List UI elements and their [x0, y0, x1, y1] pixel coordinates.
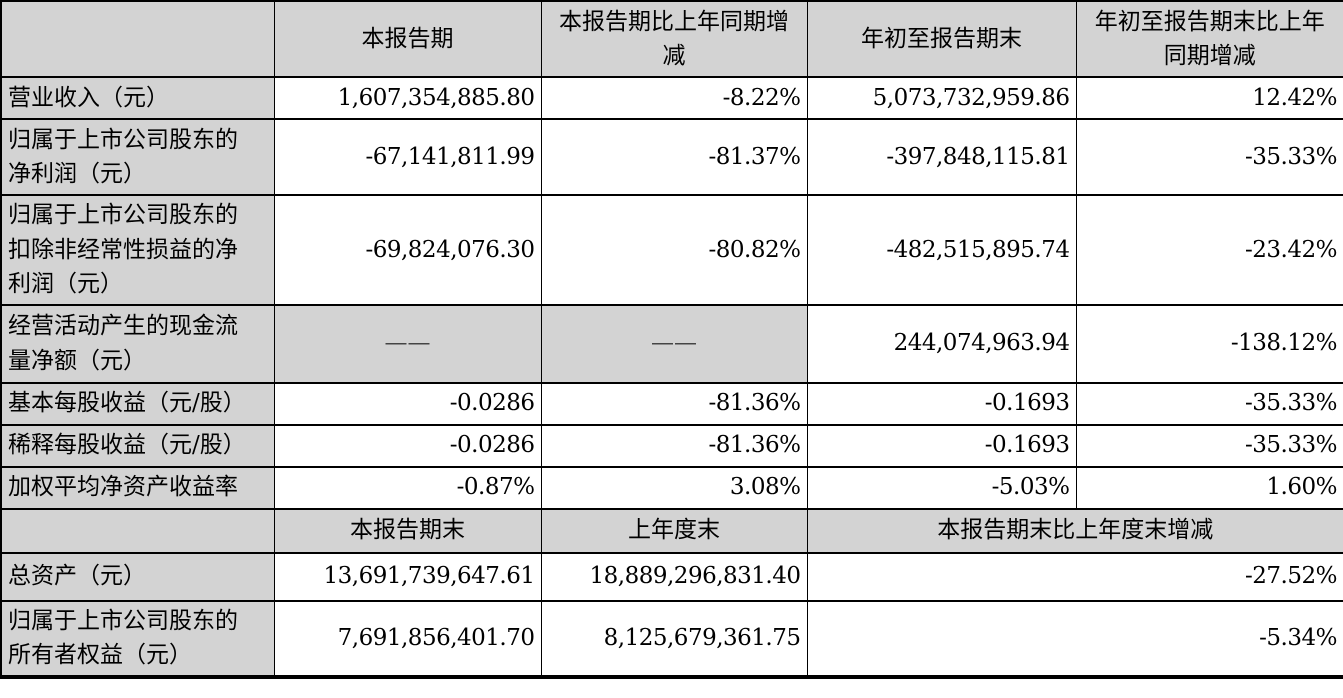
row-label: 加权平均净资产收益率: [0, 465, 275, 510]
cell-value: 1,607,354,885.80: [273, 76, 542, 120]
cell-dash: ——: [540, 303, 808, 384]
cell-value: -0.1693: [806, 381, 1077, 426]
table-row-diluted-eps: 稀释每股收益（元/股） -0.0286 -81.36% -0.1693 -35.…: [0, 423, 1343, 468]
cell-value: 18,889,296,831.40: [540, 551, 808, 602]
cell-value: 8,125,679,361.75: [540, 599, 808, 678]
row-label: 稀释每股收益（元/股）: [0, 423, 275, 468]
cell-value: 12.42%: [1075, 76, 1343, 120]
cell-value: -138.12%: [1075, 303, 1343, 384]
cell-value: -0.0286: [273, 381, 542, 426]
cell-value: -397,848,115.81: [806, 118, 1077, 196]
table-row-basic-eps: 基本每股收益（元/股） -0.0286 -81.36% -0.1693 -35.…: [0, 381, 1343, 426]
table-row-operating-cash-flow: 经营活动产生的现金流 量净额（元） —— —— 244,074,963.94 -…: [0, 303, 1343, 384]
cell-value: -35.33%: [1075, 118, 1343, 196]
cell-value: -0.1693: [806, 423, 1077, 468]
header-corner-cell-2: [0, 507, 275, 554]
table-row-net-profit: 归属于上市公司股东的 净利润（元） -67,141,811.99 -81.37%…: [0, 118, 1343, 196]
cell-value: 5,073,732,959.86: [806, 76, 1077, 120]
table-row-net-profit-excl-nonrecurring: 归属于上市公司股东的 扣除非经常性损益的净 利润（元） -69,824,076.…: [0, 194, 1343, 306]
cell-value: -81.36%: [540, 381, 808, 426]
row-label: 基本每股收益（元/股）: [0, 381, 275, 426]
row-label: 经营活动产生的现金流 量净额（元）: [0, 303, 275, 384]
header-period-end-change: 本报告期末比上年度末增减: [806, 507, 1343, 554]
table-row-owners-equity: 归属于上市公司股东的 所有者权益（元） 7,691,856,401.70 8,1…: [0, 599, 1343, 678]
header-current-period: 本报告期: [273, 0, 542, 78]
cell-value: 13,691,739,647.61: [273, 551, 542, 602]
row-label: 归属于上市公司股东的 扣除非经常性损益的净 利润（元）: [0, 194, 275, 306]
header-prior-year-end: 上年度末: [540, 507, 808, 554]
cell-value: -482,515,895.74: [806, 194, 1077, 306]
cell-value: -23.42%: [1075, 194, 1343, 306]
header-period-end: 本报告期末: [273, 507, 542, 554]
row-label: 归属于上市公司股东的 净利润（元）: [0, 118, 275, 196]
header-corner-cell: [0, 0, 275, 78]
cell-value: -69,824,076.30: [273, 194, 542, 306]
table-row-revenue: 营业收入（元） 1,607,354,885.80 -8.22% 5,073,73…: [0, 76, 1343, 120]
cell-value: -8.22%: [540, 76, 808, 120]
header-row-period-end: 本报告期末 上年度末 本报告期末比上年度末增减: [0, 507, 1343, 554]
cell-value: -5.03%: [806, 465, 1077, 510]
cell-value: -80.82%: [540, 194, 808, 306]
cell-dash: ——: [273, 303, 542, 384]
cell-value: 3.08%: [540, 465, 808, 510]
cell-value: -0.0286: [273, 423, 542, 468]
cell-value: -81.36%: [540, 423, 808, 468]
header-current-period-yoy: 本报告期比上年同期增 减: [540, 0, 808, 78]
row-label: 营业收入（元）: [0, 76, 275, 120]
row-label: 归属于上市公司股东的 所有者权益（元）: [0, 599, 275, 678]
table-row-total-assets: 总资产（元） 13,691,739,647.61 18,889,296,831.…: [0, 551, 1343, 602]
cell-value: 7,691,856,401.70: [273, 599, 542, 678]
cell-value: -67,141,811.99: [273, 118, 542, 196]
header-row-period: 本报告期 本报告期比上年同期增 减 年初至报告期末 年初至报告期末比上年 同期增…: [0, 0, 1343, 78]
cell-value: -35.33%: [1075, 423, 1343, 468]
cell-value: -35.33%: [1075, 381, 1343, 426]
financial-summary-table: 本报告期 本报告期比上年同期增 减 年初至报告期末 年初至报告期末比上年 同期增…: [0, 0, 1343, 679]
header-ytd-yoy: 年初至报告期末比上年 同期增减: [1075, 0, 1343, 78]
cell-value: -27.52%: [806, 551, 1343, 602]
cell-value: -81.37%: [540, 118, 808, 196]
cell-value: 1.60%: [1075, 465, 1343, 510]
cell-value: -0.87%: [273, 465, 542, 510]
table-row-weighted-avg-roe: 加权平均净资产收益率 -0.87% 3.08% -5.03% 1.60%: [0, 465, 1343, 510]
cell-value: 244,074,963.94: [806, 303, 1077, 384]
header-ytd: 年初至报告期末: [806, 0, 1077, 78]
row-label: 总资产（元）: [0, 551, 275, 602]
cell-value: -5.34%: [806, 599, 1343, 678]
